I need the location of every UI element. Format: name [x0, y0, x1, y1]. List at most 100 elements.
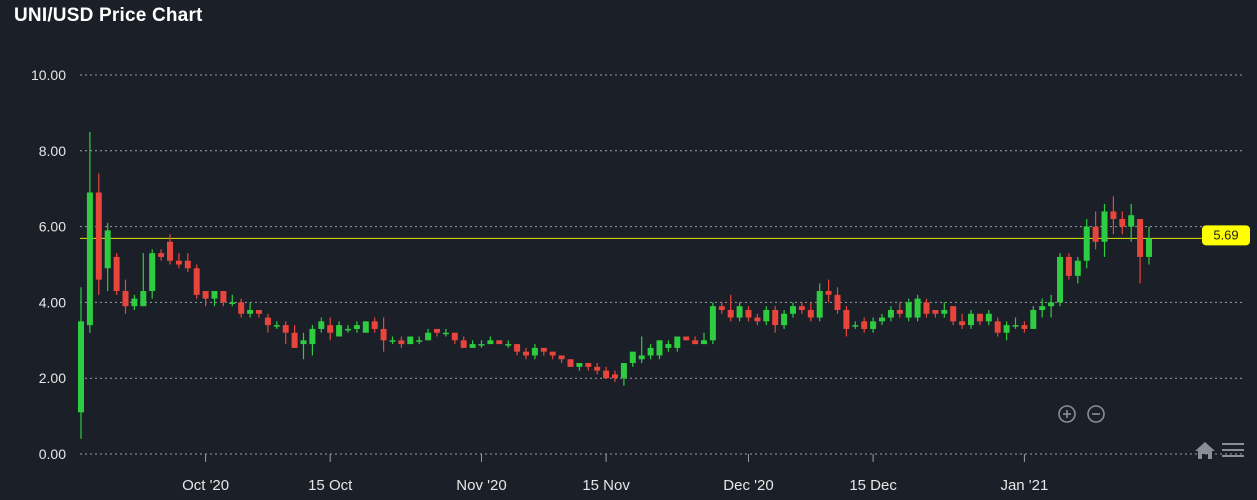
y-tick-label: 4.00: [39, 294, 66, 310]
candle: [540, 347, 547, 356]
candle: [1146, 226, 1152, 265]
current-price-label-bg: [1202, 225, 1250, 246]
candle: [1065, 253, 1072, 280]
candle: [514, 344, 521, 356]
candle: [442, 328, 449, 337]
candle: [291, 325, 298, 348]
candle: [478, 340, 485, 348]
candle: [416, 336, 423, 345]
candle: [300, 332, 307, 360]
candle: [318, 317, 325, 333]
candle: [407, 336, 414, 345]
candle: [469, 340, 476, 348]
candle: [202, 291, 209, 307]
candle: [816, 283, 823, 322]
candle: [950, 306, 957, 326]
candle: [674, 336, 681, 352]
candle: [273, 321, 280, 329]
candle: [1083, 219, 1090, 269]
candle: [434, 328, 440, 337]
current-price-value: 5.69: [1213, 227, 1238, 242]
candle: [861, 317, 868, 333]
candle: [976, 313, 983, 326]
candle: [754, 313, 761, 326]
candle: [122, 279, 129, 314]
candle: [309, 325, 316, 356]
candle: [576, 363, 583, 371]
candle: [718, 302, 725, 314]
candle: [843, 306, 850, 337]
candle: [282, 321, 289, 345]
chart-menu-button[interactable]: [1222, 443, 1244, 457]
candle: [692, 336, 699, 345]
candle: [914, 294, 921, 322]
candle: [184, 253, 191, 273]
y-tick-label: 2.00: [39, 370, 66, 386]
candle: [585, 363, 592, 371]
candle: [131, 294, 138, 310]
candle: [745, 306, 752, 322]
menu-icon: [1222, 443, 1244, 457]
candle: [549, 351, 556, 360]
x-tick-label: 15 Oct: [308, 477, 353, 494]
candle: [327, 317, 334, 341]
x-tick-label: 15 Nov: [582, 477, 630, 494]
candle: [727, 294, 734, 322]
reset-zoom-button[interactable]: [1195, 442, 1215, 459]
candle: [1101, 203, 1108, 257]
candle: [923, 298, 930, 318]
candle: [638, 336, 645, 364]
zoom-in-button[interactable]: [1058, 405, 1076, 423]
zoom-out-button[interactable]: [1087, 405, 1105, 423]
candle: [612, 370, 618, 382]
candle: [140, 253, 147, 307]
candle: [656, 340, 663, 360]
candle: [398, 336, 405, 348]
candle: [113, 253, 120, 295]
candle: [594, 363, 601, 375]
candle: [523, 347, 529, 360]
x-tick-label: 15 Dec: [849, 477, 897, 494]
candle: [86, 131, 93, 333]
candle: [887, 306, 894, 322]
candle: [1039, 298, 1046, 318]
candle: [1021, 321, 1028, 333]
candle: [149, 249, 156, 299]
x-tick-label: Dec '20: [723, 477, 773, 494]
candle: [870, 317, 877, 333]
y-tick-label: 0.00: [39, 446, 66, 462]
candle: [1110, 196, 1117, 235]
y-axis: 0.00 2.00 4.00 6.00 8.00 10.00: [31, 67, 66, 462]
candle: [896, 302, 903, 318]
candle: [852, 321, 859, 329]
candle: [567, 359, 574, 367]
candle: [256, 309, 262, 318]
candle: [167, 234, 173, 265]
candle: [763, 306, 770, 326]
candle: [487, 336, 494, 345]
candle: [772, 306, 779, 333]
candle: [211, 291, 218, 307]
candle: [104, 222, 111, 292]
candle: [781, 309, 788, 329]
y-tick-label: 8.00: [39, 143, 66, 159]
y-tick-label: 6.00: [39, 219, 66, 235]
candle: [353, 321, 360, 333]
candle: [558, 355, 565, 364]
chart-title: UNI/USD Price Chart: [14, 5, 203, 26]
candle: [1092, 211, 1099, 250]
current-price-label: 5.69: [1202, 225, 1250, 246]
candle: [629, 351, 636, 367]
x-tick-label: Oct '20: [182, 477, 229, 494]
candle: [994, 317, 1001, 337]
candle: [932, 309, 939, 318]
candle: [1074, 256, 1081, 284]
candle: [336, 321, 343, 337]
candle: [620, 363, 627, 386]
candle: [968, 309, 974, 329]
candle: [389, 336, 396, 345]
candle: [1137, 219, 1144, 284]
candle: [158, 249, 165, 261]
candle: [959, 313, 966, 329]
candle: [985, 309, 992, 326]
